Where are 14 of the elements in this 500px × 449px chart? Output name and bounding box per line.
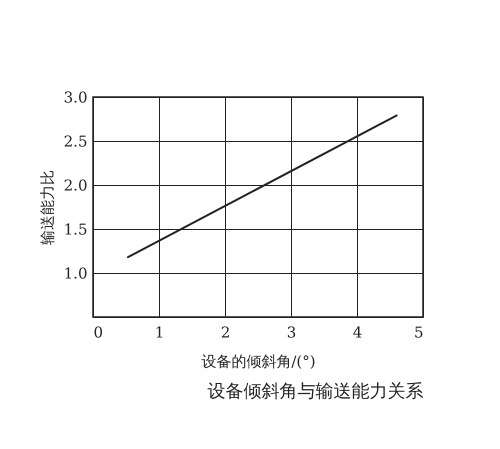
y-tick-label: 1.5 (64, 220, 88, 238)
y-axis-title: 输送能力比 (38, 170, 57, 245)
x-tick-label: 1 (154, 324, 164, 342)
x-tick-label: 5 (414, 324, 424, 342)
x-tick-label: 0 (94, 324, 104, 342)
x-tick-label: 4 (352, 324, 362, 342)
y-tick-label: 1.0 (64, 264, 88, 282)
y-tick-label: 2.5 (64, 132, 88, 150)
y-tick-label: 2.0 (64, 176, 88, 194)
y-tick-label: 3.0 (64, 88, 88, 106)
text: 设备倾斜角与输送能力关系 (208, 381, 424, 402)
x-tick-label: 3 (286, 324, 296, 342)
x-tick-label: 2 (220, 324, 230, 342)
x-axis-title: 设备的倾斜角/(°) (201, 352, 316, 370)
